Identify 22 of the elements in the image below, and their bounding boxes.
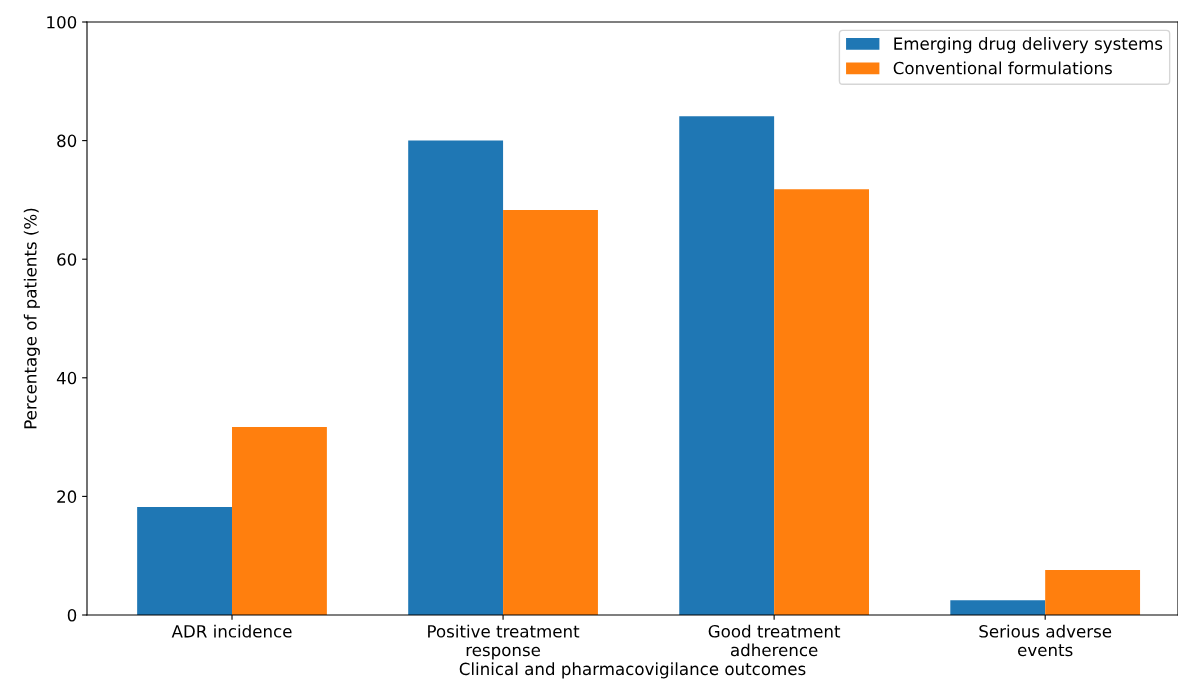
bar: [679, 116, 775, 615]
y-tick-label: 0: [67, 608, 77, 622]
legend-label: Conventional formulations: [893, 61, 1112, 75]
legend-label: Emerging drug delivery systems: [894, 37, 1163, 54]
y-tick-label: 20: [57, 490, 77, 503]
y-tick-label: 80: [57, 134, 77, 148]
bar: [1045, 569, 1141, 615]
bar: [774, 189, 869, 615]
bar: [503, 209, 598, 615]
x-tick-label: Positive treatment response: [428, 624, 580, 660]
bar: [137, 507, 233, 615]
y-axis-title: Percentage of patients (%): [23, 208, 40, 429]
x-tick-label: Good treatment adherence: [708, 624, 841, 657]
y-tick-label: 100: [47, 15, 77, 29]
x-tick-label: ADR incidence: [171, 624, 292, 638]
bar: [232, 427, 327, 615]
bar: [408, 140, 504, 615]
bar: [950, 600, 1046, 615]
y-tick-label: 60: [57, 253, 77, 266]
y-tick-label: 40: [56, 371, 77, 385]
x-tick-label: Serious adverse events: [979, 624, 1112, 657]
x-axis-title: Clinical and pharmacovigilance outcomes: [459, 662, 806, 679]
